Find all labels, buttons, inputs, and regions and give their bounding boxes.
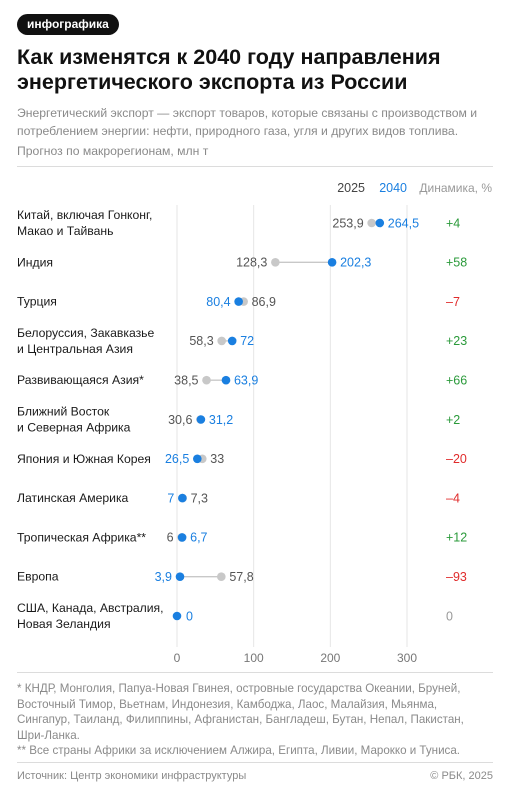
dot-2040 (178, 493, 187, 503)
value-label-2040: 80,4 (206, 295, 230, 309)
dot-2025 (271, 258, 280, 267)
footnote-line: * КНДР, Монголия, Папуа-Новая Гвинея, ос… (17, 682, 461, 695)
value-label-2025: 253,9 (332, 216, 363, 230)
x-tick-label: 0 (174, 651, 181, 665)
row-label: Китай, включая Гонконг, (17, 208, 152, 222)
row-label: и Центральная Азия (17, 342, 133, 356)
value-label-2025: 58,3 (189, 334, 213, 348)
dynamics-value: +23 (446, 334, 467, 348)
dot-2040 (221, 375, 231, 385)
value-label-2025: 128,3 (236, 256, 267, 270)
dynamics-value: –4 (446, 491, 460, 505)
legend-dynamics: Динамика, % (419, 181, 492, 195)
dot-2040 (172, 611, 182, 621)
dot-2040 (196, 415, 206, 424)
dumbbell-chart: 0 100 200 300 2025 2040 Динамика, % Китай, вклю… (17, 181, 492, 665)
value-label-2040: 264,5 (388, 216, 419, 230)
value-label-2040: 31,2 (209, 413, 233, 427)
row-label: Европа (17, 570, 59, 584)
footnotes: * КНДР, Монголия, Папуа-Новая Гвинея, ос… (17, 681, 497, 759)
row-label: Макао и Тайвань (17, 224, 113, 238)
row-label: Индия (17, 255, 53, 269)
dynamics-value: +58 (446, 256, 467, 270)
chart-title: Как изменятся к 2040 году направления эн… (17, 45, 441, 94)
dynamics-value: –7 (446, 295, 460, 309)
row-label: и Северная Африка (17, 421, 131, 435)
row-label: США, Канада, Австралия, (17, 601, 164, 615)
x-tick-label: 100 (244, 651, 264, 665)
row-label: Япония и Южная Корея (17, 452, 151, 466)
value-label-2025: 7,3 (191, 491, 208, 505)
top-divider (17, 166, 493, 167)
value-label-2040: 63,9 (234, 374, 258, 388)
bottom-divider (17, 762, 493, 763)
row-label: Белоруссия, Закавказье (17, 326, 155, 340)
row-label: Тропическая Африка** (17, 530, 146, 544)
copyright-text: © РБК, 2025 (430, 770, 493, 782)
value-label-2040: 3,9 (155, 570, 172, 584)
dynamics-value: –20 (446, 452, 467, 466)
dot-2040 (175, 572, 185, 581)
value-label-2025: 57,8 (229, 570, 253, 584)
dot-2040 (177, 533, 187, 542)
chart-subtitle: Энергетический экспорт — экспорт товаров… (17, 106, 478, 138)
legend-2025: 2025 (337, 181, 365, 195)
value-label-2040: 26,5 (165, 452, 189, 466)
dynamics-value: +4 (446, 216, 460, 230)
footnote-line: Шри-Ланка. (17, 728, 80, 742)
units-note: Прогноз по макрорегионам, млн т (17, 144, 209, 158)
value-label-2025: 86,9 (252, 295, 276, 309)
dynamics-value: +2 (446, 413, 460, 427)
dot-2025 (202, 375, 211, 385)
value-label-2025: 6 (167, 531, 174, 545)
dot-2025 (217, 336, 226, 346)
dot-2025 (367, 218, 376, 228)
row-label: Ближний Восток (17, 405, 110, 419)
row-label: Латинская Америка (17, 491, 129, 505)
value-label-2025: 30,6 (168, 413, 192, 427)
footnote-line: Восточный Тимор, Вьетнам, Индонезия, Кам… (17, 697, 438, 711)
footnote-divider (17, 672, 493, 673)
dynamics-value: +12 (446, 531, 467, 545)
value-label-2040: 72 (240, 334, 254, 348)
value-label-2040: 202,3 (340, 256, 371, 270)
dot-2040 (234, 297, 243, 306)
dot-2040 (193, 454, 202, 464)
dynamics-value: 0 (446, 609, 453, 623)
value-label-2040: 0 (186, 609, 193, 623)
value-label-2025: 33 (210, 452, 224, 466)
footnote-line: ** Все страны Африки за исключением Алжи… (17, 744, 461, 757)
source-text: Источник: Центр экономики инфраструктуры (17, 770, 247, 782)
row-label: Турция (17, 295, 57, 309)
x-tick-label: 300 (397, 651, 417, 665)
footnote-line: Сингапур, Таиланд, Филиппины, Афганистан… (17, 713, 464, 726)
dynamics-value: +66 (446, 374, 467, 388)
dynamics-value: –93 (446, 570, 467, 584)
dot-2040 (375, 218, 385, 228)
dot-2040 (227, 336, 237, 346)
value-label-2040: 7 (167, 491, 174, 505)
row-label: Развивающаяся Азия* (17, 373, 144, 387)
dot-2025 (217, 572, 226, 581)
x-tick-label: 200 (320, 651, 340, 665)
dot-2040 (327, 258, 337, 267)
value-label-2025: 38,5 (174, 374, 198, 388)
row-label: Новая Зеландия (17, 617, 111, 631)
value-label-2040: 6,7 (190, 531, 207, 545)
category-badge: инфографика (17, 14, 119, 35)
legend-2040: 2040 (379, 181, 407, 195)
